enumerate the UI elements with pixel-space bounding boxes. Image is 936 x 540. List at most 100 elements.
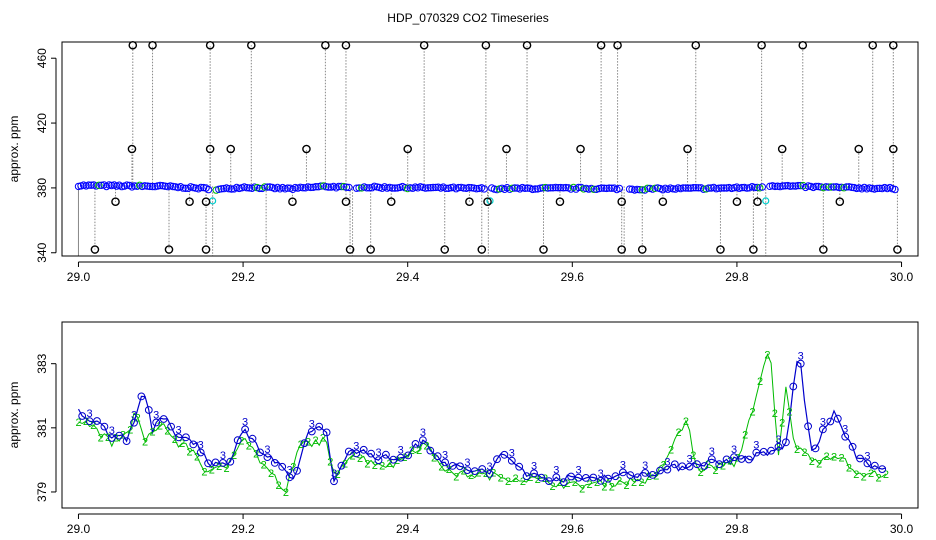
series-2-marker: 2 bbox=[690, 450, 696, 462]
series-3-circle bbox=[870, 461, 879, 470]
series-3-marker: 3 bbox=[420, 427, 426, 439]
series-3-circle bbox=[419, 436, 427, 445]
series-2-marker: 2 bbox=[349, 451, 355, 463]
series-3-circle bbox=[530, 469, 538, 478]
series-3-marker: 3 bbox=[153, 410, 159, 422]
series-3-circle bbox=[226, 457, 235, 466]
baseline-point bbox=[605, 184, 613, 192]
baseline-point bbox=[365, 184, 373, 192]
series-2-marker: 2 bbox=[712, 465, 718, 477]
spike-bottom-marker bbox=[716, 245, 725, 254]
baseline-point bbox=[689, 184, 698, 192]
series-2-marker: 2 bbox=[609, 481, 615, 493]
series-3-circle bbox=[448, 462, 457, 470]
baseline-point bbox=[508, 184, 516, 193]
series-2-marker: 2 bbox=[787, 407, 793, 419]
top-y-axis-label: approx. ppm bbox=[7, 116, 21, 183]
series-2-marker: 2 bbox=[438, 462, 444, 474]
top-x-tick-label: 29.4 bbox=[396, 270, 420, 284]
series-2-marker: 2 bbox=[838, 453, 844, 465]
spike-low-marker bbox=[835, 197, 845, 206]
top-y-axis: 340 380 420 460 bbox=[35, 48, 57, 263]
series-2-marker: 2 bbox=[446, 464, 452, 476]
bottom-x-tick-label: 30.0 bbox=[890, 522, 914, 536]
spike-mid-marker bbox=[502, 144, 511, 154]
baseline-point bbox=[442, 184, 450, 193]
baseline-point bbox=[804, 182, 812, 190]
series-3-circle bbox=[707, 455, 716, 464]
baseline-point bbox=[467, 184, 476, 192]
baseline-point bbox=[227, 185, 236, 193]
baseline-point bbox=[750, 183, 759, 192]
baseline-point bbox=[424, 184, 432, 192]
series-2-marker: 2 bbox=[861, 472, 867, 484]
baseline-point bbox=[454, 183, 463, 192]
baseline-point bbox=[480, 185, 488, 193]
series-2-marker: 2 bbox=[594, 477, 600, 489]
series-3-circle bbox=[100, 422, 109, 431]
baseline-point bbox=[743, 184, 751, 192]
series-2-marker: 2 bbox=[587, 479, 593, 491]
baseline-point bbox=[169, 182, 177, 191]
series-3-circle bbox=[211, 458, 220, 467]
series-2-marker: 2 bbox=[187, 447, 193, 459]
spike-mid-marker bbox=[889, 144, 898, 154]
baseline-point bbox=[615, 184, 624, 193]
series-3-circle bbox=[678, 462, 687, 471]
series-3-circle bbox=[196, 448, 205, 457]
baseline-point bbox=[179, 184, 187, 192]
series-3-marker: 3 bbox=[509, 448, 515, 460]
series-3-circle bbox=[174, 433, 183, 442]
series-2-marker: 2 bbox=[572, 477, 578, 489]
series-3-circle bbox=[78, 412, 87, 420]
baseline-point bbox=[521, 184, 529, 193]
series-3-circle bbox=[656, 466, 664, 475]
baseline-point bbox=[528, 185, 537, 194]
series-3-marker: 3 bbox=[242, 416, 248, 428]
baseline-point bbox=[824, 183, 833, 191]
baseline-point bbox=[342, 183, 351, 191]
series-3-marker: 3 bbox=[753, 440, 759, 452]
series-3-marker: 3 bbox=[798, 351, 804, 363]
series-3-circle bbox=[856, 454, 864, 463]
series-3-marker: 3 bbox=[553, 464, 559, 476]
series-3-line bbox=[77, 360, 887, 484]
baseline-point bbox=[87, 181, 95, 189]
baseline-point bbox=[531, 185, 539, 193]
series-3-circle bbox=[819, 425, 827, 434]
baseline-point bbox=[891, 185, 899, 194]
series-2-marker: 2 bbox=[801, 447, 807, 459]
spike-high-marker bbox=[889, 40, 898, 50]
spike-low-marker bbox=[658, 197, 668, 206]
series-3-circle bbox=[567, 472, 575, 481]
series-3-circle bbox=[582, 474, 590, 482]
baseline-point bbox=[432, 183, 440, 192]
top-y-tick-label: 460 bbox=[35, 48, 49, 68]
series-2-marker: 2 bbox=[764, 349, 770, 361]
baseline-point bbox=[715, 184, 723, 192]
series-3-marker: 3 bbox=[531, 460, 537, 472]
series-2-marker: 2 bbox=[224, 463, 230, 475]
baseline-point bbox=[712, 185, 720, 193]
series-3-circle bbox=[552, 473, 561, 482]
series-3-marker: 3 bbox=[575, 465, 581, 477]
series-3-circle bbox=[626, 471, 635, 480]
series-3-marker: 3 bbox=[487, 461, 493, 473]
series-2-marker: 2 bbox=[668, 444, 674, 456]
spike-low-marker bbox=[111, 197, 120, 206]
top-panel-marks bbox=[74, 40, 902, 256]
series-3-marker: 3 bbox=[731, 444, 737, 456]
spike-bottom-marker bbox=[637, 245, 647, 254]
series-3-circle bbox=[589, 473, 598, 482]
baseline-point bbox=[197, 183, 205, 192]
baseline-point bbox=[717, 184, 726, 192]
baseline-point bbox=[845, 183, 853, 191]
baseline-point bbox=[687, 184, 695, 192]
series-3-circle bbox=[278, 462, 287, 471]
baseline-point bbox=[682, 184, 690, 192]
series-3-circle bbox=[545, 477, 553, 486]
series-2-marker: 2 bbox=[364, 459, 370, 471]
baseline-point bbox=[600, 184, 608, 192]
baseline-point bbox=[263, 183, 271, 191]
series-2-marker: 2 bbox=[646, 471, 652, 483]
